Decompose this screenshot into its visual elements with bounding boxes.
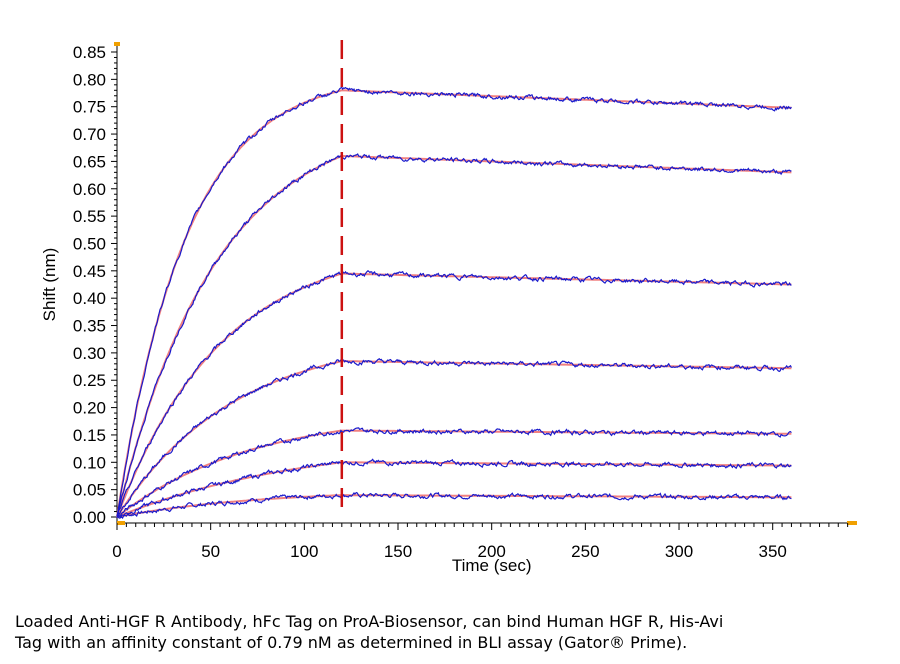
tick-labels: 0.00 0.05 0.10 0.15 0.20 0.25 0.30 0.35 0.40 0.45… [73,43,787,561]
caption-line-1: Loaded Anti-HGF R Antibody, hFc Tag on P… [15,612,724,631]
figure-caption: Loaded Anti-HGF R Antibody, hFc Tag on P… [15,611,875,653]
y-tick-label: 0.70 [73,125,106,144]
x-tick-label: 150 [384,542,412,561]
data-curve-6 [116,153,792,517]
x-tick-label: 50 [201,542,220,561]
fit-curves [116,89,792,518]
fit-curve-7 [116,89,792,518]
y-axis-label: Shift (nm) [40,248,59,322]
x-axis-label: Time (sec) [452,556,532,575]
x-tick-label: 100 [290,542,318,561]
y-tick-label: 0.25 [73,371,106,390]
axes-layer [111,42,857,530]
y-tick-label: 0.00 [73,508,106,527]
y-tick-label: 0.45 [73,262,106,281]
y-tick-label: 0.30 [73,344,106,363]
fit-curve-3 [116,429,792,518]
data-curve-5 [116,270,792,517]
x-tick-label: 200 [477,542,505,561]
data-curve-3 [116,427,792,518]
x-tick-label: 0 [112,542,121,561]
y-tick-label: 0.15 [73,426,106,445]
y-tick-label: 0.60 [73,180,106,199]
data-curve-4 [116,358,792,516]
fit-curve-4 [116,360,792,518]
fit-curve-2 [116,461,792,518]
x-tick-label: 350 [759,542,787,561]
y-tick-label: 0.85 [73,43,106,62]
y-tick-label: 0.50 [73,234,106,253]
caption-line-2: Tag with an affinity constant of 0.79 nM… [15,633,688,652]
y-tick-label: 0.35 [73,317,106,336]
bli-sensorgram-chart: 0.00 0.05 0.10 0.15 0.20 0.25 0.30 0.35 0.40 0.45… [40,40,857,575]
y-tick-label: 0.20 [73,399,106,418]
y-tick-label: 0.05 [73,481,106,500]
data-curve-1 [116,491,792,520]
data-curve-2 [116,458,792,519]
y-tick-label: 0.55 [73,207,106,226]
x-tick-label: 300 [665,542,693,561]
y-tick-label: 0.10 [73,453,106,472]
y-tick-label: 0.65 [73,152,106,171]
fit-curve-5 [116,272,792,518]
y-tick-label: 0.75 [73,98,106,117]
y-tick-label: 0.80 [73,70,106,89]
data-curves [116,86,792,520]
x-tick-label: 250 [571,542,599,561]
y-tick-label: 0.40 [73,289,106,308]
data-curve-7 [116,86,792,519]
